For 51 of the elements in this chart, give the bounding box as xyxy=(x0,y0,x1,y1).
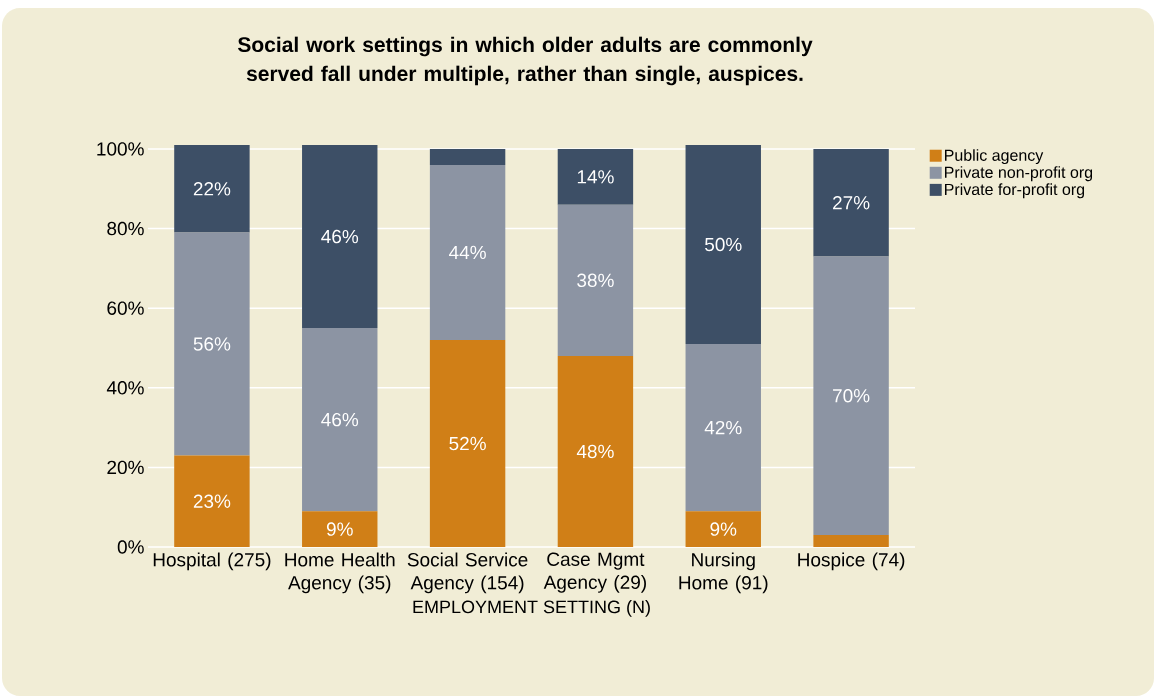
bar xyxy=(685,344,761,512)
data-label: 56% xyxy=(193,337,231,351)
data-label: 27% xyxy=(833,196,870,210)
x-axis-title: EMPLOYMENT SETTING (N) xyxy=(413,600,650,617)
y-tick-label: 40% xyxy=(106,381,144,395)
data-label: 42% xyxy=(704,420,742,435)
y-tick-label: 60% xyxy=(107,301,144,315)
x-tick-label: Home Health Agency (35) xyxy=(285,552,395,594)
bar xyxy=(813,535,889,547)
bar xyxy=(174,145,250,233)
bar xyxy=(302,145,378,329)
bar xyxy=(429,340,506,547)
bar xyxy=(429,164,506,341)
bar xyxy=(557,204,634,356)
data-label: 14% xyxy=(577,170,614,184)
data-label: 9% xyxy=(710,522,737,536)
legend-label: Private for-profit org xyxy=(945,183,1085,199)
bar xyxy=(302,511,378,547)
bar xyxy=(685,145,761,345)
bar xyxy=(429,148,506,165)
legend-label: Private non-profit org xyxy=(945,166,1093,182)
x-tick-label: Social Service Agency (154) xyxy=(407,552,528,594)
x-tick-label: Hospital (275) xyxy=(153,552,271,571)
data-label: 44% xyxy=(449,245,486,260)
y-tick-label: 20% xyxy=(107,460,144,475)
x-tick-label: Hospice (74) xyxy=(798,552,905,571)
bar xyxy=(813,148,889,257)
data-label: 70% xyxy=(833,389,870,403)
bar xyxy=(557,148,634,205)
data-label: 46% xyxy=(321,412,359,427)
data-label: 48% xyxy=(576,444,614,459)
y-tick-label: 100% xyxy=(97,142,144,156)
bar xyxy=(174,232,250,456)
x-tick-label: Case Mgmt Agency (29) xyxy=(543,552,646,593)
bar xyxy=(685,511,761,547)
data-label: 38% xyxy=(577,273,614,288)
y-tick-label: 0% xyxy=(117,540,144,554)
y-tick-label: 80% xyxy=(107,221,144,236)
bar xyxy=(174,455,250,547)
x-tick-label: Nursing Home (91) xyxy=(679,552,768,594)
chart-title: Social work settings in which older adults are commonly served fall under multiple, rather than single, auspices. xyxy=(237,36,813,86)
data-label: 46% xyxy=(321,229,359,244)
bar xyxy=(557,355,634,547)
data-label: 52% xyxy=(449,436,486,451)
data-label: 23% xyxy=(193,494,231,508)
data-label: 50% xyxy=(705,237,742,252)
bar xyxy=(302,328,378,512)
data-label: 9% xyxy=(326,522,353,536)
legend-label: Public agency xyxy=(945,149,1044,165)
bar xyxy=(813,256,889,536)
data-label: 22% xyxy=(193,182,231,196)
